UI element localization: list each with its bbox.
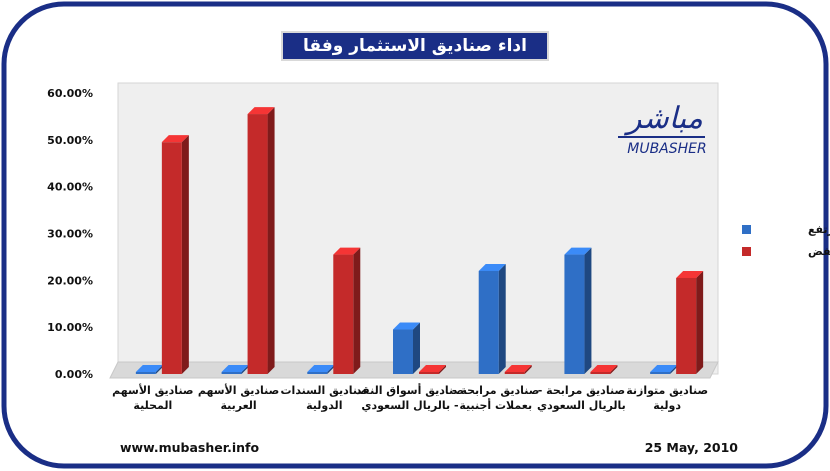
bar-high-4 bbox=[393, 322, 420, 374]
legend: مرتفع منخفض bbox=[742, 223, 830, 258]
x-tick-label: صناديق السندات bbox=[281, 384, 369, 397]
legend-label: منخفض bbox=[808, 245, 830, 258]
bar-high-5 bbox=[478, 263, 506, 374]
y-tick-label: 50.00% bbox=[47, 134, 93, 147]
x-tick-label: المحلية bbox=[133, 399, 172, 412]
chart-title: اداء صناديق الاستثمار وفقا لفئتها bbox=[281, 31, 549, 82]
bar-high-1 bbox=[135, 365, 163, 374]
x-tick-label: صناديق الأسهم bbox=[112, 383, 193, 397]
bar-low-6 bbox=[590, 365, 618, 374]
bar-low-5 bbox=[504, 365, 532, 374]
x-tick-label: الدولية bbox=[306, 399, 342, 412]
logo-latin: MUBASHER bbox=[627, 141, 707, 157]
x-tick-label: دولية bbox=[653, 399, 681, 412]
x-tick-label: بعملات أجنبية bbox=[459, 398, 532, 412]
x-tick-label: صناديق الأسهم bbox=[198, 383, 279, 397]
bar-low-7 bbox=[676, 270, 704, 374]
bar-high-6 bbox=[564, 247, 592, 374]
legend-swatch bbox=[742, 225, 751, 234]
x-tick-label: صناديق متوازنة bbox=[626, 384, 708, 397]
x-tick-label: صناديق مرابحة - bbox=[452, 384, 539, 397]
x-tick-label: بالريال السعودي bbox=[537, 399, 626, 412]
y-tick-label: 60.00% bbox=[47, 87, 93, 100]
legend-label: مرتفع bbox=[808, 223, 830, 236]
bar-low-4 bbox=[419, 365, 446, 374]
y-tick-label: 20.00% bbox=[47, 274, 93, 287]
legend-swatch bbox=[742, 247, 751, 256]
bar-high-7 bbox=[650, 365, 678, 374]
y-tick-label: 30.00% bbox=[47, 228, 93, 241]
footer-date: 25 May, 2010 bbox=[644, 440, 738, 455]
x-tick-label: العربية bbox=[220, 399, 256, 412]
x-tick-label: صناديق أسواق النقد bbox=[356, 383, 464, 397]
bars bbox=[135, 107, 704, 374]
logo-arabic: مباشر bbox=[623, 101, 703, 136]
y-tick-label: 10.00% bbox=[47, 321, 93, 334]
bar-high-2 bbox=[221, 365, 249, 374]
bar-high-3 bbox=[307, 365, 335, 374]
x-tick-label: صناديق مرابحة - bbox=[538, 384, 625, 397]
bar-low-3 bbox=[333, 247, 361, 374]
y-axis: 60.00% 50.00% 40.00% 30.00% 20.00% 10.00% 0.00… bbox=[47, 87, 93, 381]
y-tick-label: 40.00% bbox=[47, 181, 93, 194]
x-axis-labels: صناديق الأسهم المحلية صناديق الأسهم العربية… bbox=[112, 383, 708, 412]
mubasher-logo: مباشر MUBASHER bbox=[618, 101, 707, 157]
bar-low-1 bbox=[161, 135, 189, 374]
footer-website[interactable]: www.mubasher.info bbox=[120, 440, 260, 455]
bar-low-2 bbox=[247, 107, 275, 374]
x-tick-label: - بالريال السعودي bbox=[361, 399, 458, 412]
y-tick-label: 0.00% bbox=[55, 368, 93, 381]
